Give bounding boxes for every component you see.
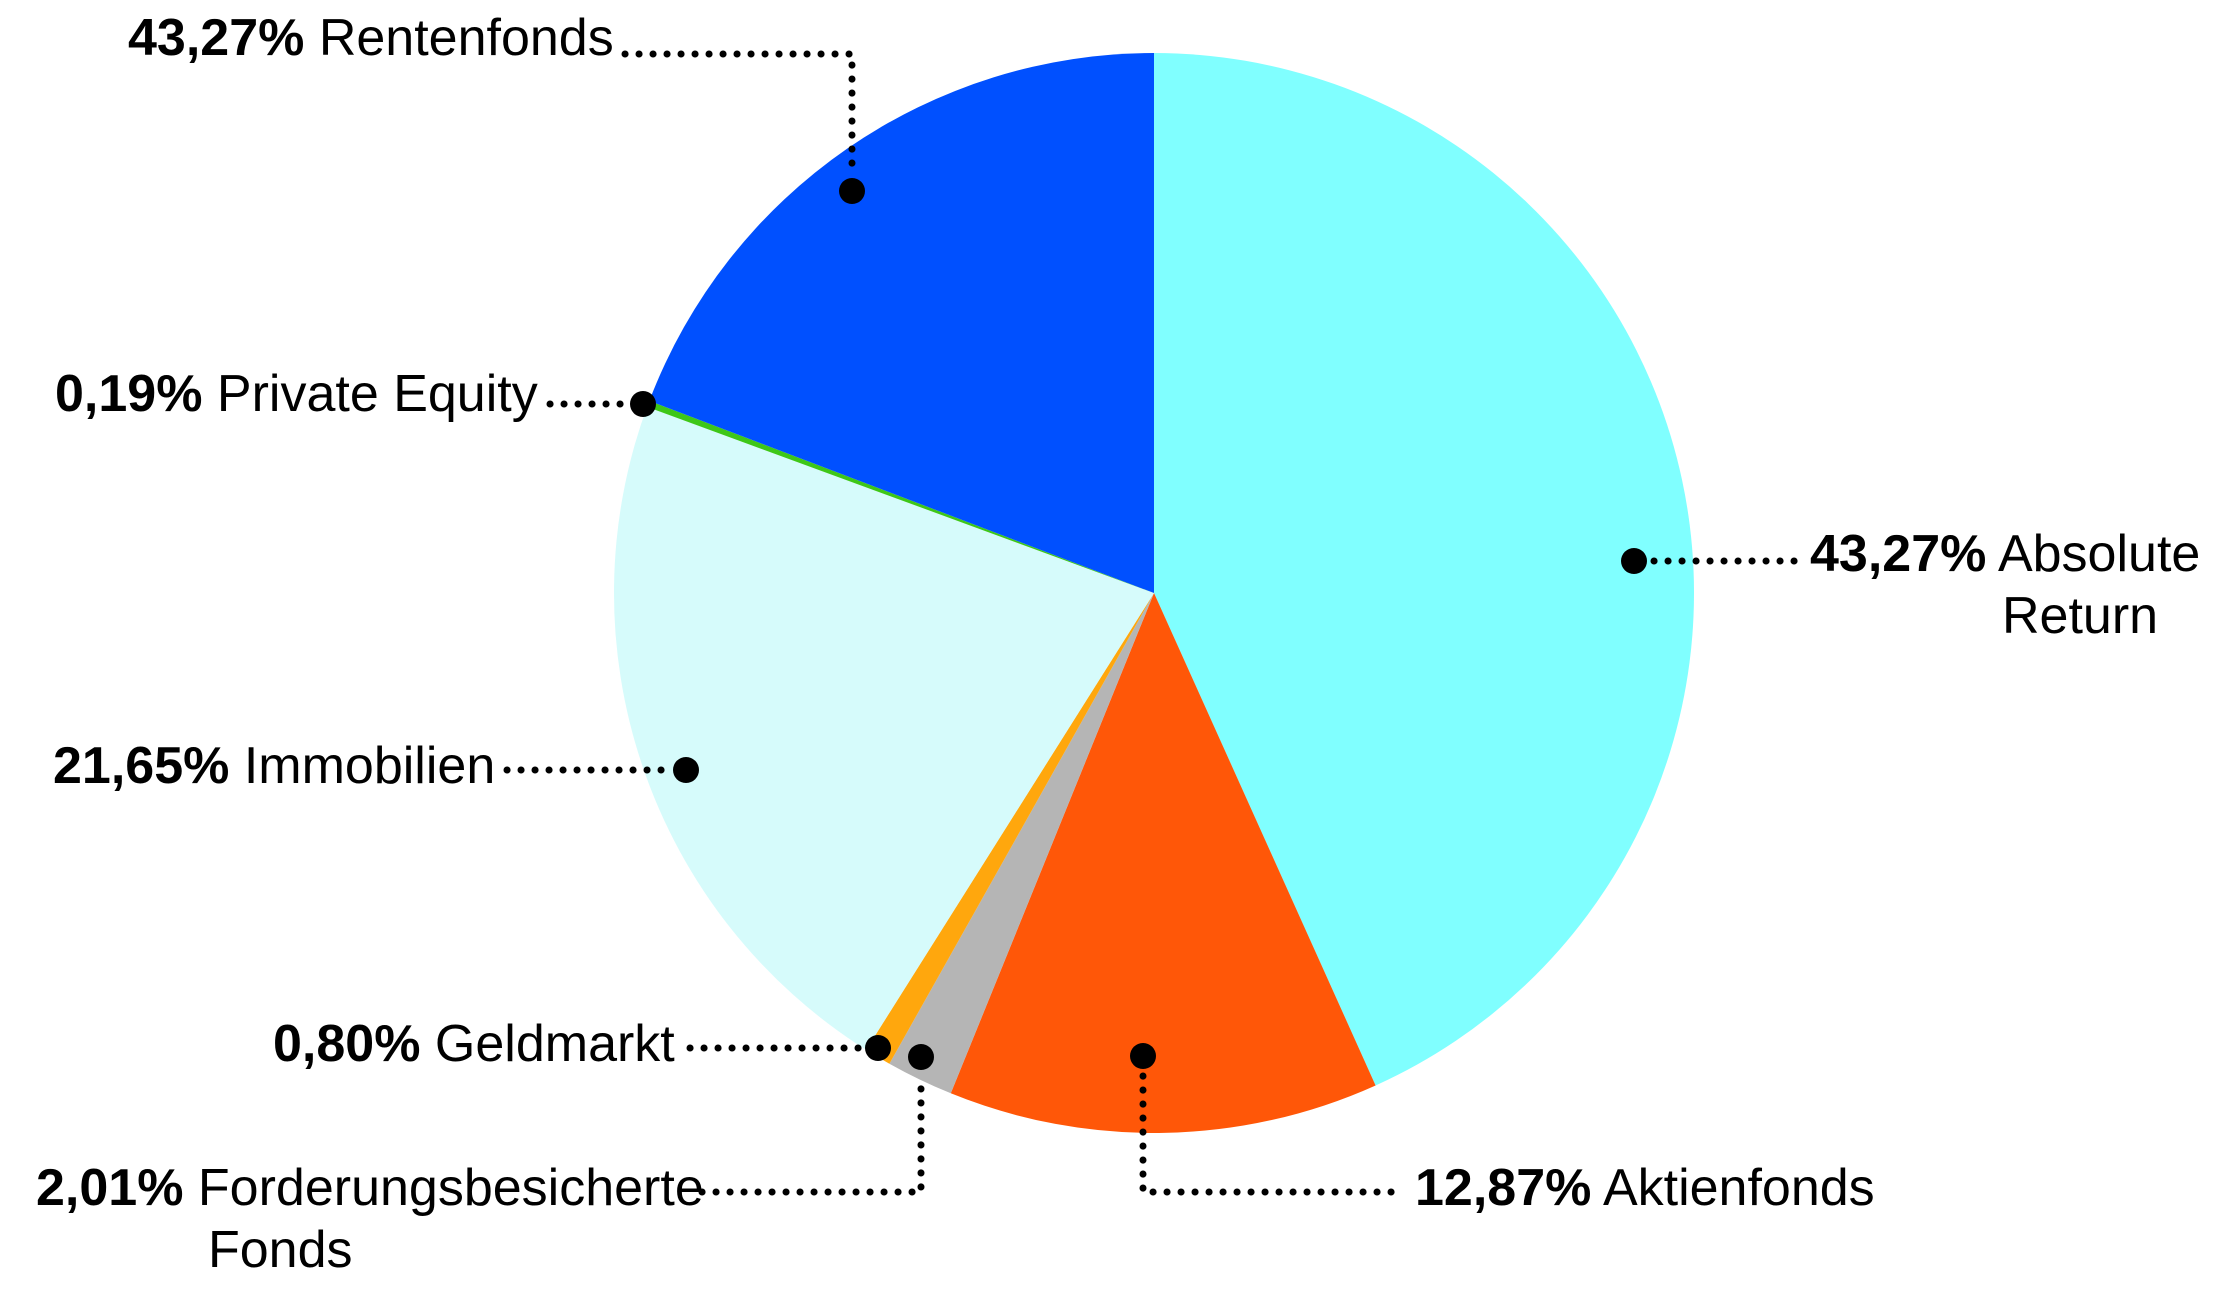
slice-private-equity [647,400,1154,593]
label-immobilien-pct: 21,65% [53,737,230,795]
dot-aktienfonds [1130,1043,1156,1069]
label-immobilien: 21,65% Immobilien [53,736,495,797]
label-forderungsbesicherte-line2: Fonds [208,1220,353,1281]
label-absolute-return-pct: 43,27% [1810,525,1987,583]
label-absolute-return-name2: Return [2002,587,2159,645]
label-private-equity-name: Private Equity [216,365,538,423]
connector-forderungsbesicherte-fonds [698,1074,925,1196]
connector-dots [630,178,1647,1070]
label-absolute-return-name: Absolute [1997,525,2201,583]
label-private-equity-pct: 0,19% [55,365,203,423]
label-absolute-return-line1: 43,27% Absolute [1810,524,2200,585]
dot-absolute-return [1621,548,1647,574]
slice-absolute-return [1154,53,1695,1086]
slice-geldmarkt [866,593,1154,1064]
dot-rentenfonds [839,178,865,204]
pie-slices [613,53,1695,1134]
label-forderungsbesicherte-name: Forderungsbesicherte [197,1159,704,1217]
label-forderungsbesicherte-pct: 2,01% [36,1159,184,1217]
slice-aktienfonds [950,593,1376,1134]
connector-lines [503,50,1800,1196]
slice-rentenfonds [649,53,1154,593]
label-rentenfonds-pct: 43,27% [128,9,305,67]
label-geldmarkt: 0,80% Geldmarkt [273,1014,675,1075]
label-forderungsbesicherte-name2: Fonds [208,1221,353,1279]
label-rentenfonds: 43,27% Rentenfonds [128,8,614,69]
dot-immobilien [673,757,699,783]
label-absolute-return-line2: Return [2002,586,2158,647]
connector-rentenfonds [621,50,856,176]
label-forderungsbesicherte-line1: 2,01% Forderungsbesicherte [36,1158,704,1219]
label-geldmarkt-name: Geldmarkt [434,1015,675,1073]
label-immobilien-name: Immobilien [243,737,496,795]
label-aktienfonds: 12,87% Aktienfonds [1415,1158,1875,1219]
label-private-equity: 0,19% Private Equity [55,364,538,425]
label-rentenfonds-name: Rentenfonds [318,9,614,67]
dot-geldmarkt [865,1035,891,1061]
dot-forderungsbesicherte-fonds [908,1044,934,1070]
label-aktienfonds-pct: 12,87% [1415,1159,1592,1217]
slice-forderungsbesicherte-fonds [889,593,1154,1094]
label-aktienfonds-name: Aktienfonds [1602,1159,1875,1217]
label-geldmarkt-pct: 0,80% [273,1015,421,1073]
connector-aktienfonds [1139,1072,1404,1196]
slice-immobilien [613,406,1154,1050]
dot-private-equity [630,391,656,417]
